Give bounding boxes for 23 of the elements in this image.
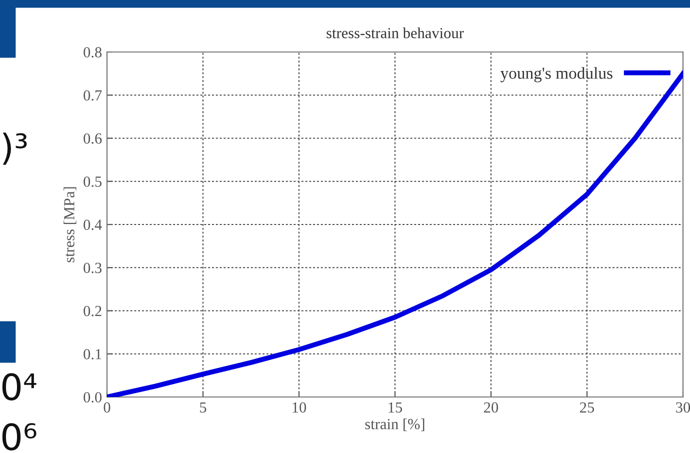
- y-tick-label: 0.1: [84, 349, 102, 360]
- x-tick-label: 30: [676, 402, 690, 413]
- y-tick-label: 0.8: [84, 47, 102, 58]
- text: 0⁶: [2, 423, 36, 450]
- x-axis-title: strain [%]: [365, 418, 424, 432]
- y-tick-label: 0.3: [84, 262, 102, 274]
- y-tick-label: 0.0: [84, 392, 102, 403]
- x-tick-label: 10: [292, 402, 306, 413]
- x-tick-label: 25: [580, 402, 594, 413]
- x-tick-label: 0: [104, 402, 110, 413]
- y-axis-title: stress [MPa]: [64, 187, 76, 262]
- y-tick-label: 0.6: [84, 133, 102, 144]
- chart-title: stress-strain behaviour: [326, 28, 464, 38]
- y-tick-label: 0.4: [84, 220, 102, 230]
- text: 0⁴: [2, 373, 36, 400]
- y-tick-label: 0.5: [84, 176, 102, 187]
- y-tick-label: 0.2: [84, 306, 102, 316]
- x-tick-label: 15: [388, 402, 402, 413]
- x-tick-label: 20: [484, 402, 498, 413]
- y-tick-label: 0.7: [84, 90, 102, 101]
- text: )³: [2, 132, 27, 165]
- legend-label: young's modulus: [500, 67, 612, 82]
- x-tick-label: 5: [200, 402, 206, 413]
